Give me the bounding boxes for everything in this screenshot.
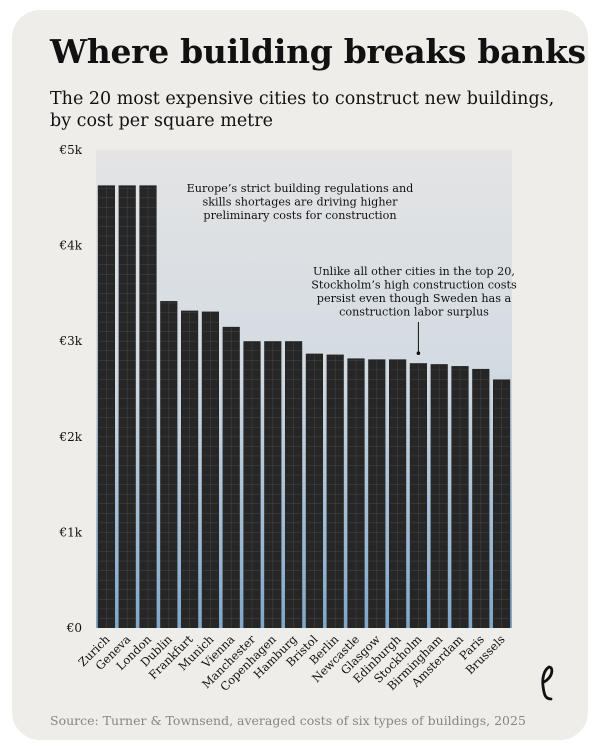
annotation-line: persist even though Sweden has a (317, 292, 512, 305)
y-axis: €0 €1k €2k €3k €4k €5k (58, 143, 82, 635)
bar-texture (181, 311, 198, 628)
annotation-line: construction labor surplus (339, 306, 489, 319)
annotation-line: skills shortages are driving higher (202, 196, 398, 209)
bar-london (139, 185, 157, 628)
annotation-line: preliminary costs for construction (203, 209, 396, 222)
y-tick-label: €3k (58, 334, 82, 348)
bar-copenhagen (264, 341, 282, 628)
bar-texture (327, 355, 344, 628)
y-tick-label: €2k (58, 430, 82, 444)
bar-texture (493, 380, 510, 628)
bar-paris (472, 368, 490, 628)
bar-texture (347, 359, 365, 628)
bar-texture (264, 342, 281, 628)
bar-texture (202, 312, 219, 628)
annotation-line: Unlike all other cities in the top 20, (313, 265, 515, 278)
bar-dublin (160, 301, 178, 628)
x-axis: ZurichGenevaLondonDublinFrankfurtMunichV… (75, 632, 507, 694)
bar-texture (368, 360, 385, 628)
bar-texture (389, 360, 406, 628)
bar-birmingham (430, 364, 448, 628)
bar-edinburgh (389, 359, 407, 628)
y-tick-label: €4k (58, 239, 82, 253)
bar-amsterdam (451, 366, 469, 628)
bar-texture (306, 354, 323, 628)
bar-stockholm (409, 363, 427, 628)
bar-texture (472, 369, 489, 628)
bar-texture (139, 186, 157, 628)
bar-berlin (326, 354, 344, 628)
annotation-stockholm: Unlike all other cities in the top 20, St… (311, 265, 517, 319)
bar-texture (431, 365, 448, 628)
bar-geneva (118, 185, 136, 628)
subtitle-line-2: by cost per square metre (50, 111, 273, 131)
subtitle-line-1: The 20 most expensive cities to construc… (50, 89, 555, 109)
bar-texture (243, 342, 261, 628)
y-tick-label: €1k (58, 525, 82, 539)
bar-hamburg (285, 341, 303, 628)
chart-title: Where building breaks banks (50, 32, 586, 71)
bar-texture (119, 186, 136, 628)
annotation-pointer-dot (416, 351, 421, 355)
bar-munich (201, 311, 219, 628)
annotation-regulations: Europe’s strict building regulations and… (187, 182, 414, 222)
annotations: Europe’s strict building regulations and… (187, 182, 517, 355)
bar-texture (98, 186, 115, 628)
bar-texture (160, 302, 177, 628)
annotation-line: Stockholm’s high construction costs (311, 279, 517, 292)
y-tick-label: €0 (66, 621, 82, 635)
e-script-logo-icon (541, 665, 554, 701)
y-tick-label: €5k (58, 143, 82, 157)
source-note: Source: Turner & Townsend, averaged cost… (50, 713, 526, 728)
bar-bristol (305, 353, 323, 628)
bar-frankfurt (181, 310, 199, 628)
bar-brussels (493, 379, 511, 628)
bar-texture (223, 327, 240, 628)
bar-newcastle (347, 358, 365, 628)
bars (97, 185, 511, 628)
bar-texture (451, 367, 469, 628)
annotation-line: Europe’s strict building regulations and (187, 182, 414, 195)
bar-zurich (97, 185, 115, 628)
bar-glasgow (368, 359, 386, 628)
bar-texture (410, 364, 427, 628)
bar-texture (285, 342, 302, 628)
bar-manchester (243, 341, 261, 628)
chart-subtitle: The 20 most expensive cities to construc… (50, 88, 570, 132)
bar-vienna (222, 326, 240, 628)
